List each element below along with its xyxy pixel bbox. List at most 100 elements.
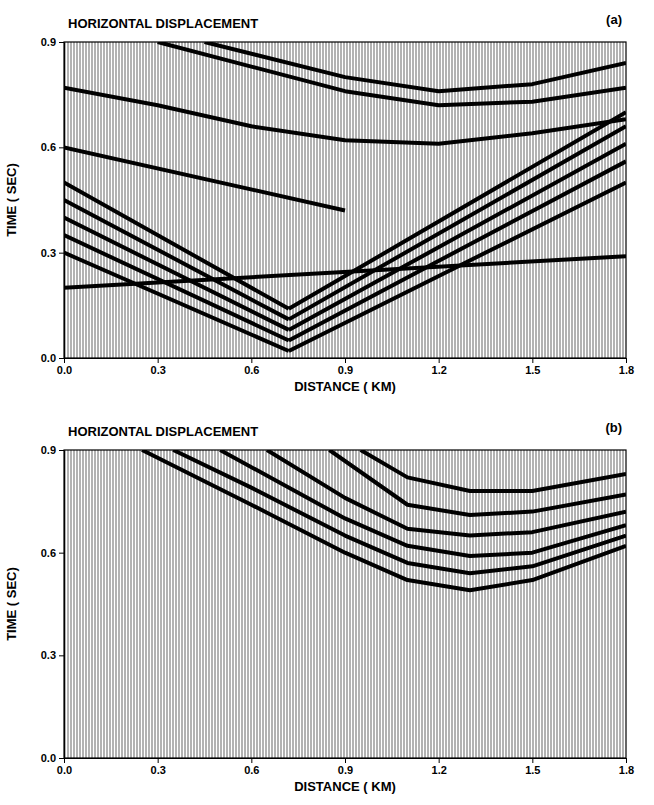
trace — [209, 450, 210, 758]
trace — [506, 42, 507, 358]
trace — [314, 42, 315, 358]
event-line — [173, 450, 626, 573]
trace — [386, 42, 387, 358]
x-tick-label: 0.0 — [57, 364, 72, 376]
y-tick-label: 0.9 — [41, 444, 56, 456]
trace — [410, 450, 411, 758]
trace — [287, 450, 288, 758]
trace — [557, 450, 558, 758]
trace — [332, 450, 333, 758]
event-line — [64, 256, 626, 288]
trace — [584, 450, 585, 758]
trace — [125, 42, 126, 358]
trace — [167, 450, 168, 758]
trace — [524, 450, 525, 758]
x-tick-mark — [158, 758, 159, 763]
trace — [503, 42, 504, 358]
y-tick-mark — [59, 553, 64, 554]
trace — [188, 450, 189, 758]
x-tick: 0.9 — [338, 758, 353, 776]
trace — [455, 450, 456, 758]
trace — [395, 42, 396, 358]
trace — [470, 450, 471, 758]
trace — [545, 42, 546, 358]
trace — [323, 450, 324, 758]
trace — [287, 42, 288, 358]
trace — [452, 450, 453, 758]
trace — [491, 42, 492, 358]
trace — [536, 42, 537, 358]
trace — [317, 450, 318, 758]
y-axis-title: TIME ( SEC) — [4, 567, 19, 641]
trace — [512, 450, 513, 758]
trace — [587, 450, 588, 758]
figure: 0.00.30.60.91.21.51.80.00.30.60.9HORIZON… — [0, 0, 654, 805]
trace — [392, 42, 393, 358]
event-line — [289, 144, 626, 330]
trace — [581, 450, 582, 758]
trace — [506, 450, 507, 758]
trace — [590, 450, 591, 758]
trace — [215, 42, 216, 358]
y-tick-mark — [59, 42, 64, 43]
trace — [356, 450, 357, 758]
trace — [137, 42, 138, 358]
panel-title: HORIZONTAL DISPLACEMENT — [68, 424, 258, 439]
trace — [566, 450, 567, 758]
trace — [131, 42, 132, 358]
trace — [479, 450, 480, 758]
x-tick-mark — [64, 358, 65, 363]
trace — [245, 450, 246, 758]
x-tick-label: 1.5 — [525, 764, 540, 776]
trace — [599, 42, 600, 358]
trace — [425, 450, 426, 758]
trace — [485, 450, 486, 758]
trace — [278, 42, 279, 358]
x-tick: 0.0 — [57, 358, 72, 376]
x-tick: 1.8 — [619, 758, 634, 776]
trace — [554, 450, 555, 758]
trace — [86, 450, 87, 758]
trace — [221, 450, 222, 758]
trace — [368, 450, 369, 758]
trace — [170, 450, 171, 758]
plot-frame — [64, 42, 626, 358]
trace — [203, 450, 204, 758]
trace — [119, 42, 120, 358]
trace — [575, 42, 576, 358]
event-line — [64, 182, 289, 308]
trace — [212, 450, 213, 758]
event-line — [220, 450, 626, 556]
trace — [209, 42, 210, 358]
trace — [101, 42, 102, 358]
trace — [149, 450, 150, 758]
panel-letter: (a) — [606, 12, 622, 27]
trace — [119, 450, 120, 758]
x-tick: 1.5 — [525, 358, 540, 376]
y-tick: 0.3 — [41, 247, 64, 259]
trace — [350, 42, 351, 358]
trace — [365, 450, 366, 758]
trace — [371, 450, 372, 758]
trace — [155, 42, 156, 358]
event-line — [289, 126, 626, 319]
trace — [362, 42, 363, 358]
trace — [113, 450, 114, 758]
trace — [176, 450, 177, 758]
trace — [182, 450, 183, 758]
trace — [464, 450, 465, 758]
x-tick-label: 0.9 — [338, 764, 353, 776]
trace — [251, 450, 252, 758]
trace — [386, 450, 387, 758]
trace — [185, 450, 186, 758]
trace — [383, 450, 384, 758]
trace — [530, 450, 531, 758]
x-tick: 0.6 — [244, 758, 259, 776]
x-tick-mark — [158, 358, 159, 363]
plot-area — [65, 450, 626, 758]
trace — [260, 42, 261, 358]
trace — [155, 450, 156, 758]
y-tick-label: 0.3 — [41, 247, 56, 259]
trace — [398, 42, 399, 358]
x-tick: 0.0 — [57, 758, 72, 776]
